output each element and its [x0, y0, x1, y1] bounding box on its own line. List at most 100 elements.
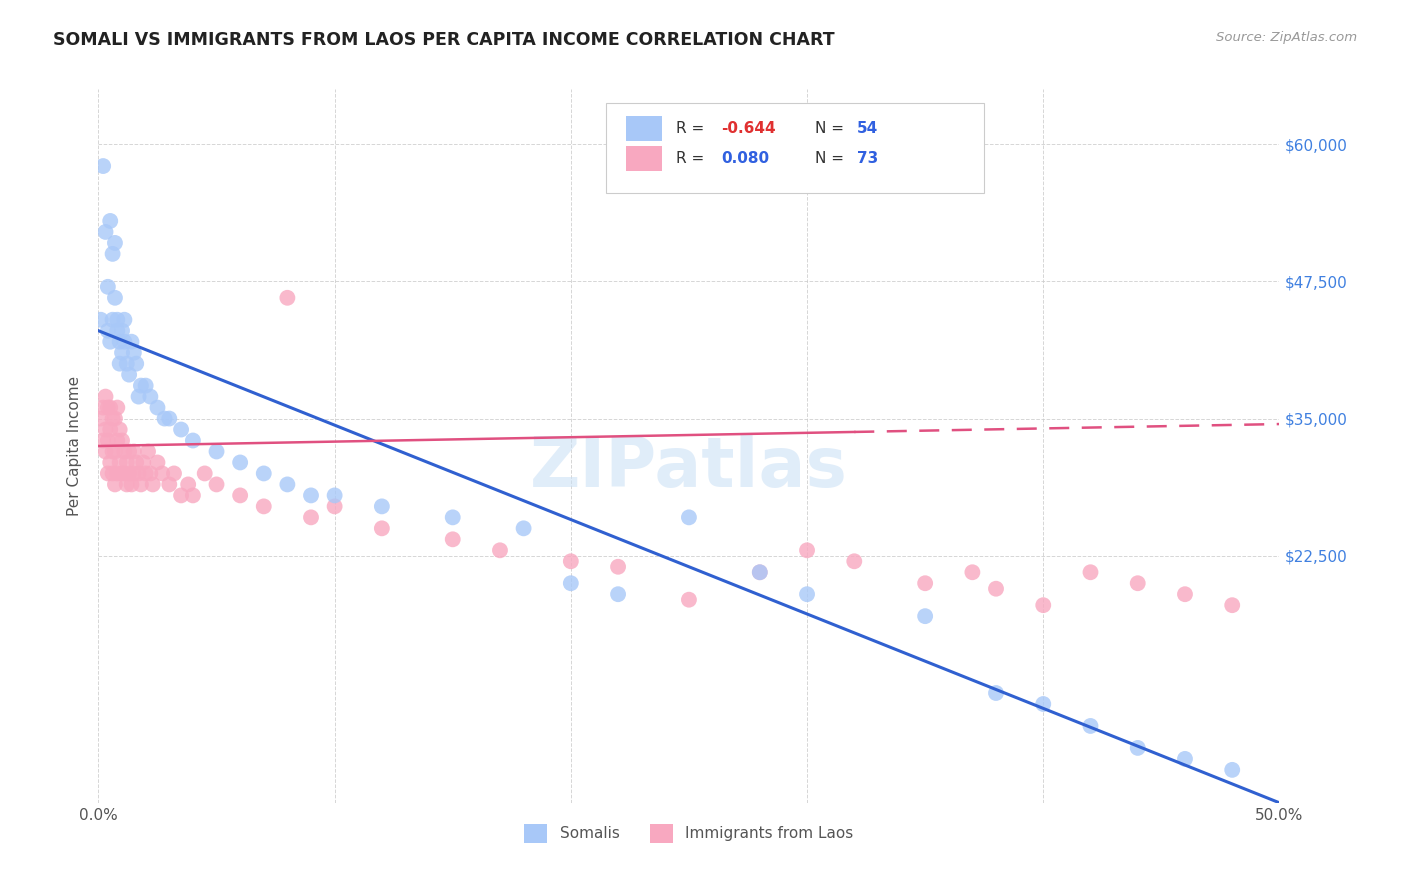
- Point: [121, 477, 143, 491]
- Point: [796, 543, 818, 558]
- Point: [607, 559, 630, 574]
- Point: [229, 488, 252, 502]
- Point: [135, 378, 157, 392]
- Point: [1174, 587, 1197, 601]
- Point: [1174, 752, 1197, 766]
- Point: [748, 566, 770, 580]
- Point: [796, 587, 818, 601]
- Point: [98, 423, 121, 437]
- Point: [276, 477, 298, 491]
- Bar: [626, 116, 662, 141]
- Point: [512, 521, 534, 535]
- Point: [844, 554, 866, 568]
- Point: [678, 510, 700, 524]
- Point: [1080, 719, 1102, 733]
- Point: [136, 444, 159, 458]
- Text: -0.644: -0.644: [721, 121, 776, 136]
- Point: [97, 324, 120, 338]
- Point: [205, 477, 228, 491]
- Text: 73: 73: [856, 151, 877, 166]
- Text: N =: N =: [815, 151, 849, 166]
- Point: [112, 444, 135, 458]
- Point: [97, 401, 120, 415]
- Point: [97, 467, 120, 481]
- Point: [105, 324, 128, 338]
- Point: [1220, 763, 1243, 777]
- Point: [129, 378, 152, 392]
- Point: [104, 411, 127, 425]
- Point: [1032, 697, 1054, 711]
- Point: [104, 235, 127, 250]
- Bar: [626, 146, 662, 171]
- Point: [129, 477, 152, 491]
- Text: Source: ZipAtlas.com: Source: ZipAtlas.com: [1216, 31, 1357, 45]
- Point: [253, 467, 276, 481]
- Point: [104, 477, 127, 491]
- Point: [91, 434, 114, 448]
- Point: [118, 444, 141, 458]
- Point: [984, 582, 1007, 596]
- Point: [105, 312, 128, 326]
- Point: [229, 455, 252, 469]
- Point: [108, 423, 131, 437]
- Point: [299, 488, 322, 502]
- Point: [105, 434, 128, 448]
- Point: [441, 533, 464, 547]
- Point: [441, 510, 464, 524]
- Point: [122, 345, 145, 359]
- Point: [101, 247, 124, 261]
- Point: [914, 576, 936, 591]
- Point: [101, 444, 124, 458]
- Point: [132, 455, 155, 469]
- Point: [1126, 576, 1149, 591]
- Point: [914, 609, 936, 624]
- Point: [205, 444, 228, 458]
- Point: [111, 434, 134, 448]
- Point: [91, 401, 114, 415]
- Point: [111, 324, 134, 338]
- Point: [1220, 598, 1243, 612]
- Point: [135, 467, 157, 481]
- Point: [194, 467, 217, 481]
- Text: 54: 54: [856, 121, 877, 136]
- Point: [142, 477, 165, 491]
- FancyBboxPatch shape: [606, 103, 984, 193]
- Point: [111, 467, 134, 481]
- Point: [489, 543, 512, 558]
- Point: [94, 225, 117, 239]
- Point: [112, 467, 135, 481]
- Point: [122, 467, 145, 481]
- Point: [323, 500, 346, 514]
- Point: [560, 576, 582, 591]
- Point: [748, 566, 770, 580]
- Point: [98, 455, 121, 469]
- Text: N =: N =: [815, 121, 849, 136]
- Point: [181, 434, 204, 448]
- Y-axis label: Per Capita Income: Per Capita Income: [67, 376, 83, 516]
- Point: [170, 423, 193, 437]
- Point: [984, 686, 1007, 700]
- Point: [153, 411, 176, 425]
- Point: [101, 467, 124, 481]
- Point: [108, 334, 131, 349]
- Point: [111, 345, 134, 359]
- Point: [115, 477, 138, 491]
- Point: [1032, 598, 1054, 612]
- Point: [560, 554, 582, 568]
- Legend: Somalis, Immigrants from Laos: Somalis, Immigrants from Laos: [519, 818, 859, 848]
- Point: [1126, 740, 1149, 755]
- Point: [118, 368, 141, 382]
- Point: [146, 455, 169, 469]
- Point: [170, 488, 193, 502]
- Point: [108, 455, 131, 469]
- Point: [90, 411, 112, 425]
- Point: [112, 312, 135, 326]
- Point: [1080, 566, 1102, 580]
- Point: [94, 444, 117, 458]
- Point: [118, 467, 141, 481]
- Point: [299, 510, 322, 524]
- Point: [98, 401, 121, 415]
- Point: [104, 444, 127, 458]
- Point: [105, 467, 128, 481]
- Point: [371, 521, 394, 535]
